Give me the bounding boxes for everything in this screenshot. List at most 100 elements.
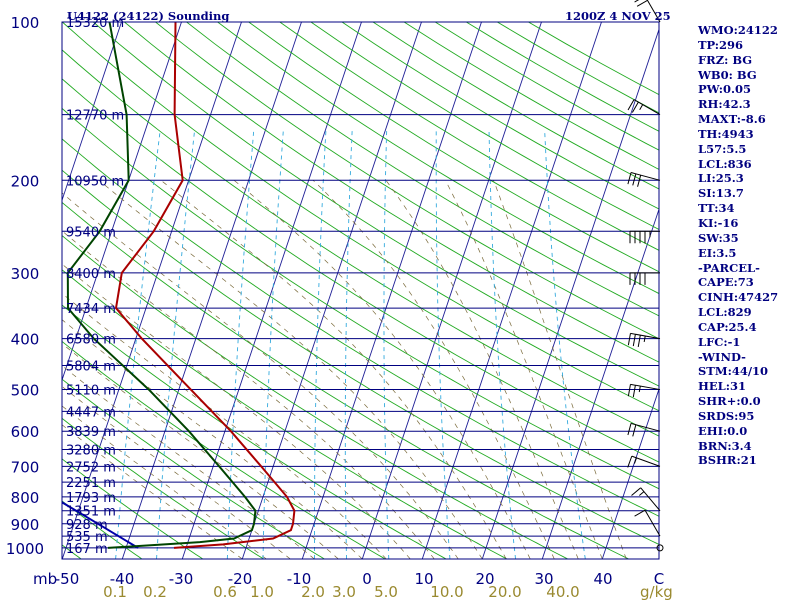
index-entry: FRZ: BG [698, 52, 753, 67]
barb-half-flag [639, 104, 644, 111]
index-entry: EI:3.5 [698, 245, 737, 260]
index-entry: EHI:0.0 [698, 423, 748, 438]
dry-adiabat-line [62, 78, 659, 463]
barb-staff [644, 509, 661, 537]
height-label: 3839 m [66, 425, 116, 440]
index-entry: KI:-16 [698, 215, 739, 230]
index-entry: HEL:31 [698, 379, 746, 394]
barb-half-flag [643, 335, 646, 342]
index-entry: CAPE:73 [698, 275, 754, 290]
barb-flag [632, 424, 637, 437]
dry-adiabat-line [62, 201, 629, 559]
dry-adiabat-line [62, 500, 143, 559]
barb-half-flag [638, 385, 641, 393]
pressure-tick-label: 100 [11, 14, 40, 32]
height-label: 12770 m [66, 109, 124, 124]
moist-adiabat-lines [62, 180, 627, 559]
wind-barb [631, 487, 661, 512]
temperature-tick-label: 40 [593, 570, 612, 588]
pressure-tick-label: 800 [11, 489, 40, 507]
pressure-tick-label: 700 [11, 458, 40, 476]
index-entry: L57:5.5 [698, 141, 747, 156]
pressure-tick-label: 1000 [6, 540, 44, 558]
index-entry: TT:34 [698, 201, 735, 216]
index-entry: TP:296 [698, 37, 744, 52]
barb-flag [636, 0, 648, 7]
wind-barb [627, 422, 661, 437]
moist-adiabat-line [312, 180, 555, 559]
index-entry: BSHR:21 [698, 453, 757, 468]
barb-flag [627, 172, 632, 185]
dry-adiabat-line [124, 22, 659, 363]
temperature-tick-label: 10 [414, 570, 433, 588]
mixing-ratio-tick-label: 40.0 [546, 583, 579, 600]
dry-adiabat-line [93, 22, 659, 387]
moist-adiabat-line [160, 180, 507, 559]
dry-adiabat-line [62, 340, 386, 559]
index-entry: WB0: BG [698, 67, 757, 82]
pressure-tick-label: 600 [11, 423, 40, 441]
barb-flag [627, 333, 631, 346]
height-label: 8400 m [66, 267, 116, 282]
height-label: 2251 m [66, 476, 116, 491]
pressure-tick-label: 500 [11, 382, 40, 400]
temperature-tick-label: -50 [55, 570, 80, 588]
index-entry: LFC:-1 [698, 334, 741, 349]
dry-adiabat-line [62, 458, 204, 559]
height-label: 6580 m [66, 333, 116, 348]
height-label: 1351 m [66, 505, 116, 520]
index-entry: RH:42.3 [698, 97, 751, 112]
index-entry: LCL:836 [698, 156, 752, 171]
index-entry: SI:13.7 [698, 186, 744, 201]
height-label: 15320 m [66, 16, 124, 31]
mixing-ratio-unit-label: g/kg [640, 583, 673, 600]
height-label: 535 m [66, 530, 108, 545]
index-entry: PW:0.05 [698, 82, 752, 97]
barb-flag [627, 384, 631, 397]
index-entry: SRDS:95 [698, 408, 755, 423]
barb-half-flag [633, 457, 637, 464]
moist-adiabat-line [62, 365, 315, 559]
height-label: 9540 m [66, 225, 116, 240]
sounding-title: U4122 (24122) Sounding [67, 9, 230, 23]
dry-adiabat-lines [62, 22, 659, 559]
mixing-ratio-tick-label: 10.0 [430, 583, 463, 600]
plot-border [61, 21, 660, 560]
moist-adiabat-line [62, 385, 291, 559]
height-label: 4447 m [66, 405, 116, 420]
moist-adiabat-line [62, 230, 435, 559]
pressure-tick-label: 200 [11, 172, 40, 190]
mixing-ratio-tick-label: 1.0 [250, 583, 274, 600]
temperature-tick-label: -10 [287, 570, 312, 588]
mixing-ratio-tick-label: 2.0 [301, 583, 325, 600]
dry-adiabat-line [62, 22, 659, 412]
index-entry: BRN:3.4 [698, 438, 752, 453]
pressure-tick-label: 400 [11, 331, 40, 349]
index-entry: CAP:25.4 [698, 319, 757, 334]
barb-flag [637, 174, 642, 187]
dry-adiabat-line [62, 269, 508, 559]
barb-flag [634, 0, 640, 3]
temperature-tick-label: 30 [534, 570, 553, 588]
dry-adiabat-line [62, 49, 659, 437]
isobar-lines [62, 22, 659, 549]
barb-flag [631, 101, 639, 113]
index-entry: SHR+:0.0 [698, 394, 761, 409]
pressure-tick-label: 900 [11, 516, 40, 534]
mixing-ratio-tick-label: 20.0 [488, 583, 521, 600]
isotherm-line [62, 22, 242, 559]
plot-frame [61, 21, 660, 560]
dewpoint-profile-line [66, 22, 257, 549]
wind-barb [656, 544, 664, 552]
height-label: 1793 m [66, 491, 116, 506]
barb-flag [632, 173, 637, 186]
index-entry: CINH:47427 [698, 290, 779, 305]
dry-adiabat-line [62, 304, 447, 559]
sounding-time: 1200Z 4 NOV 25 [565, 9, 671, 23]
moist-adiabat-line [62, 192, 459, 559]
dry-adiabat-line [62, 138, 659, 517]
moist-adiabat-line [385, 180, 579, 559]
wind-barb [629, 230, 660, 244]
barb-flag [632, 385, 636, 398]
